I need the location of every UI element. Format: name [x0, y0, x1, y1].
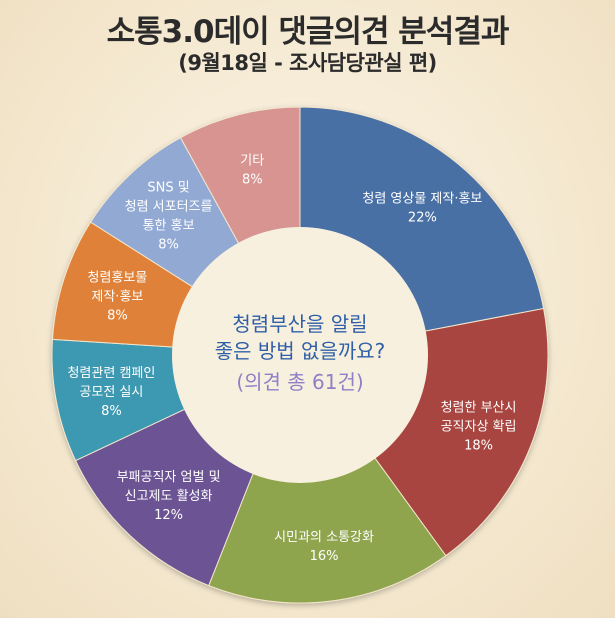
- chart-title: 소통3.0데이 댓글의견 분석결과: [106, 14, 510, 50]
- slice-name-4-1: 공모전 실시: [79, 385, 143, 400]
- slice-label-0: 청렴 영상물 제작·홍보 22%: [362, 192, 482, 226]
- slice-name-7-0: 기타: [240, 154, 264, 169]
- slice-name-1-1: 공직자상 확립: [441, 420, 517, 435]
- center-count: (의견 총 61건): [236, 370, 363, 394]
- donut-hole: [172, 227, 428, 483]
- slice-value-4: 8%: [101, 404, 122, 419]
- slice-value-1: 18%: [464, 439, 493, 454]
- slice-name-6-2: 통한 홍보: [143, 219, 195, 234]
- chart-subtitle: (9월18일 - 조사담당관실 편): [178, 51, 437, 75]
- slice-name-4-0: 청렴관련 캠페인: [67, 366, 155, 381]
- slice-label-2: 시민과의 소통강화 16%: [274, 530, 374, 564]
- slice-value-2: 16%: [310, 549, 339, 564]
- slice-name-2-0: 시민과의 소통강화: [274, 530, 374, 545]
- slice-name-1-0: 청렴한 부산시: [441, 401, 517, 416]
- slice-value-7: 8%: [242, 173, 263, 188]
- slice-name-5-0: 청렴홍보물: [87, 271, 147, 286]
- slice-value-6: 8%: [158, 238, 179, 253]
- center-question-line-0: 청렴부산을 알릴: [232, 312, 367, 336]
- slice-label-7: 기타 8%: [240, 154, 264, 188]
- slice-name-5-1: 제작·홍보: [91, 290, 143, 305]
- slice-name-3-1: 신고제도 활성화: [125, 489, 213, 504]
- slice-name-6-1: 청렴 서포터즈를: [125, 200, 213, 215]
- slice-value-3: 12%: [154, 508, 183, 523]
- slice-value-0: 22%: [408, 211, 437, 226]
- slice-value-5: 8%: [107, 309, 128, 324]
- slice-name-0-0: 청렴 영상물 제작·홍보: [362, 192, 482, 207]
- center-question-line-1: 좋은 방법 없을까요?: [215, 339, 386, 363]
- slice-name-3-0: 부패공직자 엄벌 및: [117, 470, 221, 485]
- slice-name-6-0: SNS 및: [147, 181, 189, 196]
